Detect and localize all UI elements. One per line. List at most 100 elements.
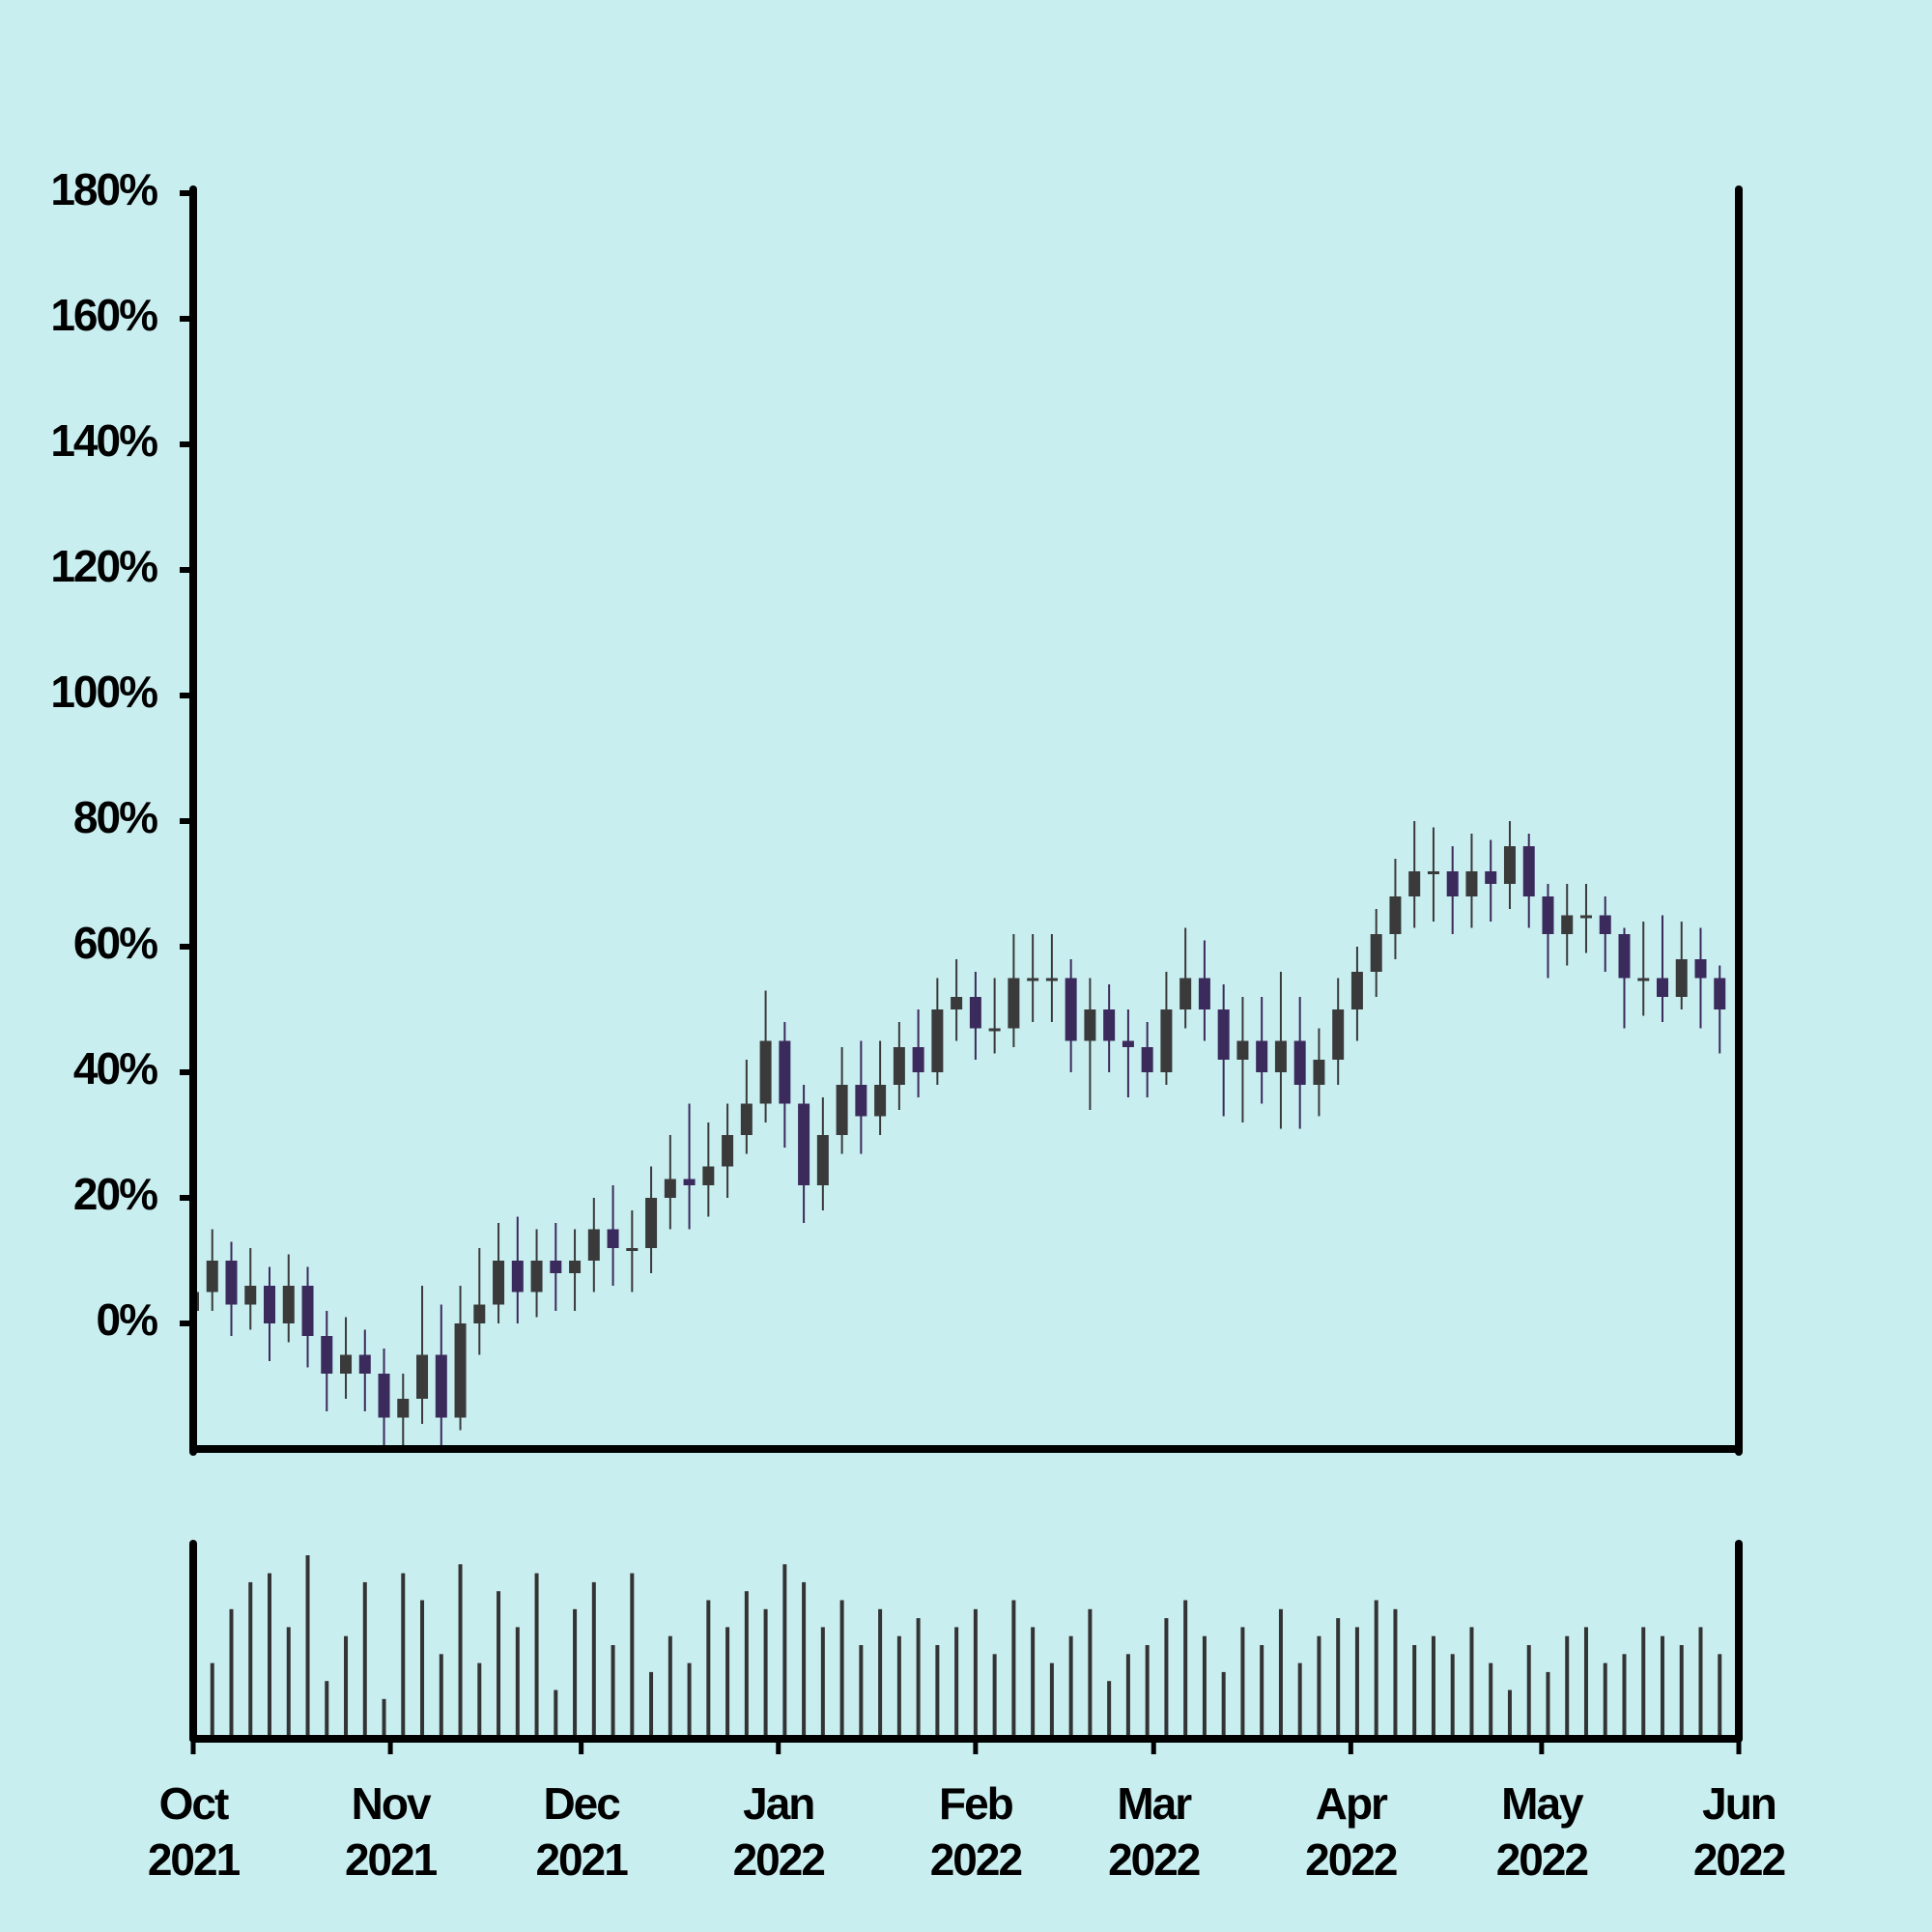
candle-body (1313, 1060, 1325, 1085)
candle-body (1561, 915, 1574, 934)
volume-bar (420, 1600, 425, 1735)
volume-bar (935, 1645, 940, 1735)
y-tick-label: 180% (50, 164, 157, 214)
candle-body (282, 1286, 295, 1323)
candle-body (358, 1354, 371, 1374)
candle-body (1579, 915, 1592, 919)
volume-bar (878, 1608, 883, 1735)
volume-bar (1068, 1635, 1073, 1735)
candle-body (1408, 871, 1421, 896)
candle-body (1122, 1040, 1134, 1047)
volume-bar (458, 1564, 463, 1735)
volume-bar (1049, 1662, 1054, 1735)
volume-bar (1698, 1627, 1703, 1735)
candle-body (1350, 972, 1363, 1009)
volume-bar (706, 1600, 711, 1735)
volume-bar (229, 1608, 234, 1735)
candle-body (1217, 1009, 1230, 1060)
volume-bar (210, 1662, 214, 1735)
volume-bar (382, 1698, 386, 1735)
volume-bar (573, 1608, 578, 1735)
volume-bar (1088, 1608, 1093, 1735)
volume-bar (534, 1573, 539, 1735)
volume-bar (1583, 1627, 1588, 1735)
candle-body (244, 1286, 257, 1305)
candle-body (550, 1261, 562, 1273)
candle-body (664, 1179, 676, 1198)
volume-bar (1718, 1654, 1722, 1735)
volume-bar (554, 1690, 558, 1735)
candle-body (759, 1040, 772, 1104)
candle-body (1465, 871, 1478, 896)
volume-bar (1145, 1645, 1150, 1735)
candle-body (378, 1374, 390, 1418)
volume-bar (1374, 1600, 1378, 1735)
y-tick-label: 120% (50, 541, 157, 591)
volume-bar (1317, 1635, 1321, 1735)
volume-bar (1641, 1627, 1646, 1735)
candle-body (1027, 978, 1039, 981)
candle-body (1618, 934, 1631, 979)
axes: 0% 20% 40% 60% 80% 100% 120% 140% 160% 180% (50, 164, 1743, 1754)
volume-bar (1412, 1645, 1417, 1735)
candle-body (587, 1229, 600, 1261)
volume-bar (515, 1627, 520, 1735)
candle-body (969, 997, 981, 1029)
candle-body (988, 1028, 1001, 1032)
candle-body (1485, 871, 1497, 884)
volume-bar (630, 1573, 635, 1735)
x-tick-label: Jan 2022 (732, 1778, 826, 1885)
volume-bar (782, 1564, 787, 1735)
candle-body (1160, 1009, 1173, 1072)
volume-bar (1183, 1600, 1188, 1735)
candle-body (893, 1047, 905, 1085)
volume-bar (1125, 1654, 1130, 1735)
candle-body (454, 1323, 467, 1418)
volume-bar (763, 1608, 768, 1735)
candle-body (1332, 1009, 1345, 1060)
volume-bar (1240, 1627, 1245, 1735)
candle-body (1522, 846, 1535, 896)
volume-bar (1278, 1608, 1283, 1735)
volume-bar (1679, 1645, 1684, 1735)
volume-bar (839, 1600, 844, 1735)
volume-bar (362, 1581, 367, 1735)
volume-bar (1336, 1618, 1341, 1735)
volume-bar (248, 1581, 253, 1735)
candle-body (1542, 896, 1554, 934)
volume-bar (1603, 1662, 1607, 1735)
candle-body (951, 997, 963, 1009)
volume-bar (1260, 1645, 1264, 1735)
candle-body (1084, 1009, 1096, 1041)
candle-body (1008, 978, 1020, 1029)
volume-bar (820, 1627, 825, 1735)
candle-body (435, 1354, 447, 1418)
volume-bar (744, 1591, 749, 1735)
volume-bar (591, 1581, 596, 1735)
y-tick-label: 20% (73, 1169, 157, 1219)
volume-bar (497, 1591, 501, 1735)
candle-body (1427, 871, 1439, 874)
volume-bar (992, 1654, 997, 1735)
x-tick-label: Feb 2022 (929, 1778, 1023, 1885)
candle-body (1599, 915, 1611, 934)
candle-body (1103, 1009, 1116, 1041)
volume-bar (802, 1581, 807, 1735)
candle-body (1694, 959, 1707, 979)
candle-body (779, 1040, 791, 1104)
price-panel (193, 821, 1726, 1449)
candle-body (225, 1261, 238, 1305)
volume-bar (973, 1608, 978, 1735)
candle-body (702, 1166, 715, 1185)
volume-bar (1507, 1690, 1512, 1735)
x-tick-label: Apr 2022 (1305, 1778, 1398, 1885)
volume-bar (1297, 1662, 1302, 1735)
volume-bar (401, 1573, 406, 1735)
volume-bar (1565, 1635, 1570, 1735)
volume-bar (954, 1627, 959, 1735)
candle-body (1503, 846, 1516, 884)
candle-body (912, 1047, 924, 1072)
volume-bar (1622, 1654, 1627, 1735)
volume-bar (1202, 1635, 1207, 1735)
